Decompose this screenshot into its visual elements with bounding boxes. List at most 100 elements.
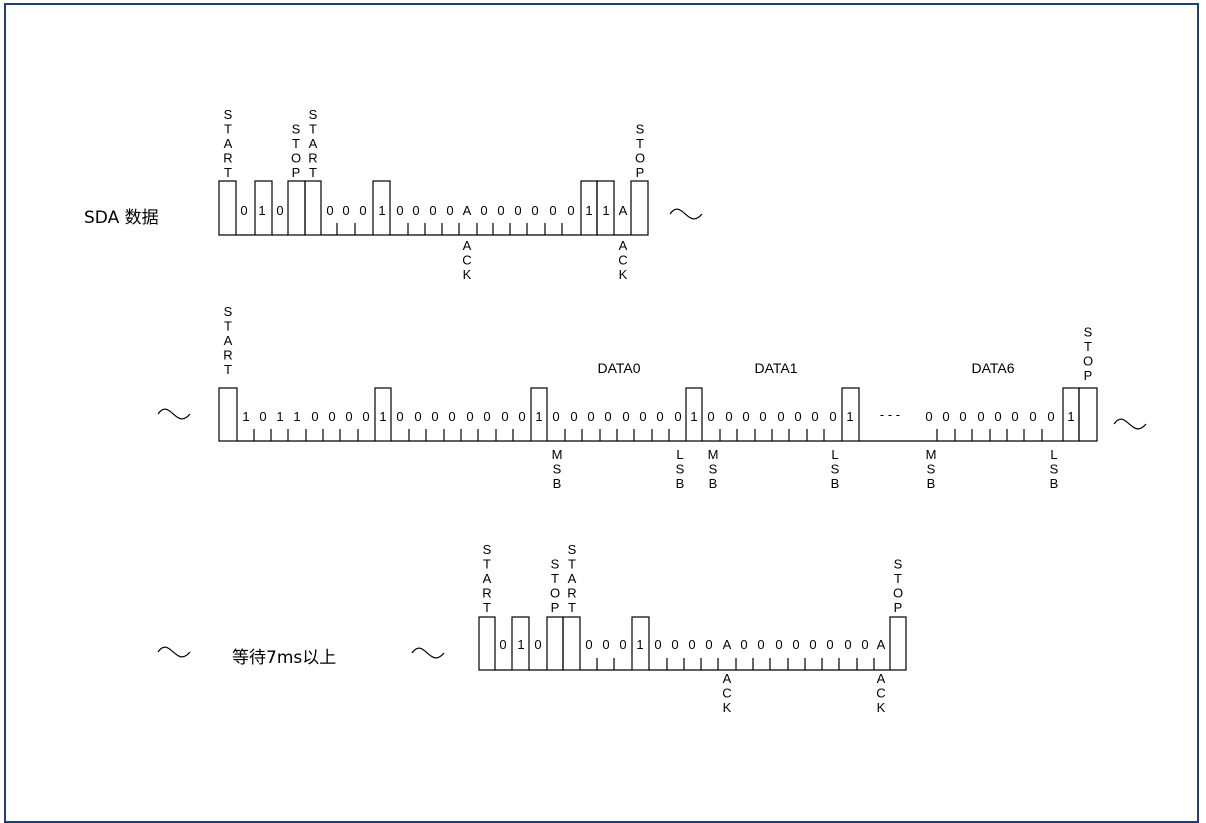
row1-bit: A [463,203,472,218]
row3-bit: 0 [740,637,747,652]
row2-bit: 0 [396,409,403,424]
row1-start-label: T [224,122,232,137]
row3-bit: 0 [671,637,678,652]
row1-start-label: T [224,165,232,180]
row2-bit: 0 [431,409,438,424]
row1-stop-label: S [292,122,301,137]
row3-stop-label: O [550,586,560,601]
row3-bit: 0 [861,637,868,652]
row3-ack2-label: C [876,686,885,701]
row3-start-label: T [483,557,491,572]
start-pulse [562,616,581,671]
row1-stop2-label: S [636,122,645,137]
row3-start-label: R [482,586,491,601]
row2-start-label: T [224,319,232,334]
row1-bit: 0 [549,203,556,218]
row3-ack2-label: K [877,700,886,715]
high-pulse [685,387,703,442]
row1-stop-label: T [292,136,300,151]
row1-bit: 0 [429,203,436,218]
row3-bit: A [723,637,732,652]
row3-stop2-label: P [894,600,903,615]
high-pulse [254,180,273,236]
row1-ack2-label: A [619,238,628,253]
wait-label: 等待7ms以上 [232,648,337,668]
row1-bit: 0 [342,203,349,218]
row3-bit: 1 [517,637,524,652]
start-pulse [218,180,237,236]
high-pulse [841,387,860,442]
row3-bit: 0 [619,637,626,652]
row2-bit: 0 [707,409,714,424]
row3-bit: A [877,637,886,652]
row1-start-label: R [223,151,232,166]
row2-bit: 0 [742,409,749,424]
row1-bit: 0 [326,203,333,218]
row1-bit: 0 [396,203,403,218]
msb-label: B [927,476,936,491]
row3-stop-label: S [551,557,560,572]
row1-bit: 1 [602,203,609,218]
row1-start-label: S [224,107,233,122]
msb-label: B [553,476,562,491]
row2-bit: 0 [483,409,490,424]
row1-bit: 1 [585,203,592,218]
row2-bit: 0 [977,409,984,424]
row2-bit: 0 [501,409,508,424]
data1-label: DATA1 [754,360,797,376]
row3-stop2-label: O [893,586,903,601]
waveform-text: 0 1 0 0 0 0 1 0 0 0 0 A 0 0 0 0 0 0 1 1 ASTARTSTOPSTARTSTOPA… [223,107,1093,715]
row3-start-label: T [483,600,491,615]
start-pulse [478,616,496,671]
msb-label: S [553,462,562,477]
msb-label: M [552,447,563,462]
row1-bit: 0 [567,203,574,218]
row1-ack-label: K [463,267,472,282]
row3-bit: 0 [775,637,782,652]
row2-bit: 0 [311,409,318,424]
high-pulse [372,180,391,236]
row1-bit: 0 [514,203,521,218]
row1-stop2-label: P [636,165,645,180]
row1-bit: 0 [480,203,487,218]
row2-bit: 1 [690,409,697,424]
msb-label: S [709,462,718,477]
row2-bit: 0 [725,409,732,424]
msb-label: B [709,476,718,491]
stop-pulse [546,616,564,671]
lsb-label: S [676,462,685,477]
row1-ack2-label: C [618,253,627,268]
high-pulse [631,616,650,671]
sda-label: SDA 数据 [84,208,159,228]
row3-bit: 0 [585,637,592,652]
row2-bit: 0 [639,409,646,424]
row2-bit: 0 [829,409,836,424]
row2-bit: 0 [759,409,766,424]
row1-bit: 0 [531,203,538,218]
stop-pulse [889,616,907,671]
row2-ellipsis: - - - [880,407,900,422]
row1-start2-label: S [309,107,318,122]
lsb-label: S [831,462,840,477]
row2-bit: 0 [622,409,629,424]
lsb-label: B [676,476,685,491]
row2-bit: 0 [994,409,1001,424]
row3-bit: 0 [602,637,609,652]
row3-start2-label: T [568,600,576,615]
row3-bit: 0 [792,637,799,652]
lsb-label: B [831,476,840,491]
row2-bit: 0 [259,409,266,424]
row3-start-label: A [483,571,492,586]
high-pulse [374,387,392,442]
row2-bit: 0 [587,409,594,424]
row1-start2-label: T [309,122,317,137]
row2-bit: 0 [552,409,559,424]
lsb-label: S [1050,462,1059,477]
msb-label: S [927,462,936,477]
row3-bit: 0 [499,637,506,652]
row2-bit: 0 [414,409,421,424]
msb-label: M [926,447,937,462]
row2-bit: 1 [535,409,542,424]
row3-bit: 0 [654,637,661,652]
row3-start2-label: A [568,571,577,586]
